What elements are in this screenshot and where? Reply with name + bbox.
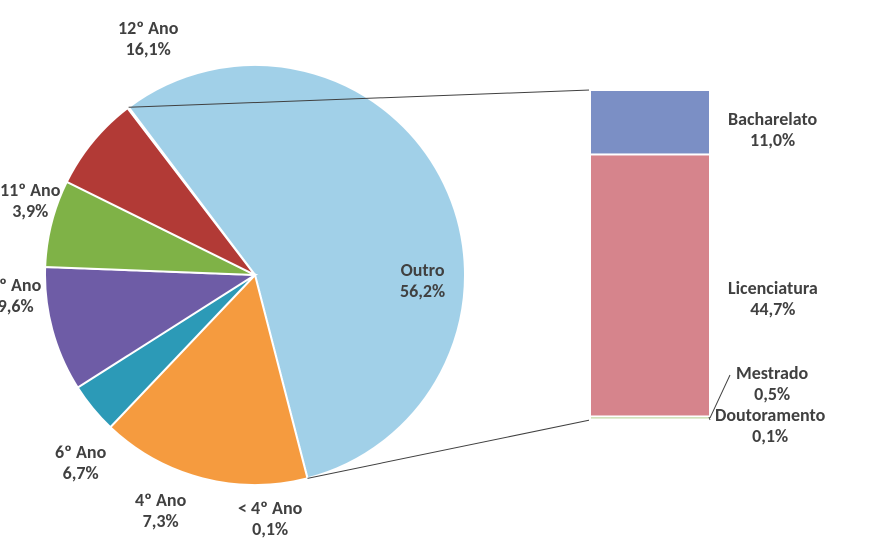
label-bar-bach: Bacharelato11,0% bbox=[728, 109, 817, 150]
label-pie-ano6-value: 6,7% bbox=[63, 462, 99, 484]
label-pie-ano9-value: 9,6% bbox=[0, 295, 34, 317]
label-pie-ano12: 12º Ano16,1% bbox=[118, 18, 178, 59]
label-bar-mest: Mestrado0,5% bbox=[736, 363, 808, 404]
label-pie-ano9-name: 9º Ano bbox=[0, 274, 41, 296]
chart-stage: Outro56,2% 12º Ano16,1% 11º Ano3,9% 9º Ano9… bbox=[0, 0, 884, 553]
label-pie-ano6: 6º Ano6,7% bbox=[55, 442, 106, 483]
label-bar-dout-value: 0,1% bbox=[752, 425, 788, 447]
bar-seg-dout bbox=[590, 419, 710, 420]
label-bar-bach-value: 11,0% bbox=[750, 129, 795, 151]
label-pie-outro-value: 56,2% bbox=[400, 280, 445, 302]
label-pie-ano12-name: 12º Ano bbox=[118, 17, 178, 39]
label-pie-ano11: 11º Ano3,9% bbox=[0, 180, 60, 221]
label-pie-ano11-value: 3,9% bbox=[12, 200, 48, 222]
label-bar-lic: Licenciatura44,7% bbox=[728, 278, 818, 319]
label-bar-dout-name: Doutoramento bbox=[715, 404, 825, 426]
label-pie-ano4-value: 7,3% bbox=[143, 510, 179, 532]
label-pie-ano11-name: 11º Ano bbox=[0, 179, 60, 201]
label-pie-ano9: 9º Ano9,6% bbox=[0, 275, 41, 316]
label-pie-outro: Outro56,2% bbox=[400, 260, 445, 301]
label-bar-lic-value: 44,7% bbox=[750, 298, 795, 320]
label-pie-ano12-value: 16,1% bbox=[126, 38, 171, 60]
label-pie-outro-name: Outro bbox=[401, 259, 445, 281]
bar-seg-lic bbox=[590, 154, 710, 416]
label-pie-lt4: < 4º Ano0,1% bbox=[238, 498, 302, 539]
label-pie-lt4-name: < 4º Ano bbox=[238, 497, 302, 519]
label-bar-dout: Doutoramento0,1% bbox=[715, 405, 825, 446]
label-bar-mest-value: 0,5% bbox=[754, 383, 790, 405]
bar-seg-bach bbox=[590, 90, 710, 154]
label-pie-lt4-value: 0,1% bbox=[252, 518, 288, 540]
label-pie-ano4-name: 4º Ano bbox=[135, 489, 186, 511]
label-pie-ano6-name: 6º Ano bbox=[55, 441, 106, 463]
label-bar-lic-name: Licenciatura bbox=[728, 277, 818, 299]
label-bar-bach-name: Bacharelato bbox=[728, 108, 817, 130]
label-bar-mest-name: Mestrado bbox=[736, 362, 808, 384]
label-pie-ano4: 4º Ano7,3% bbox=[135, 490, 186, 531]
